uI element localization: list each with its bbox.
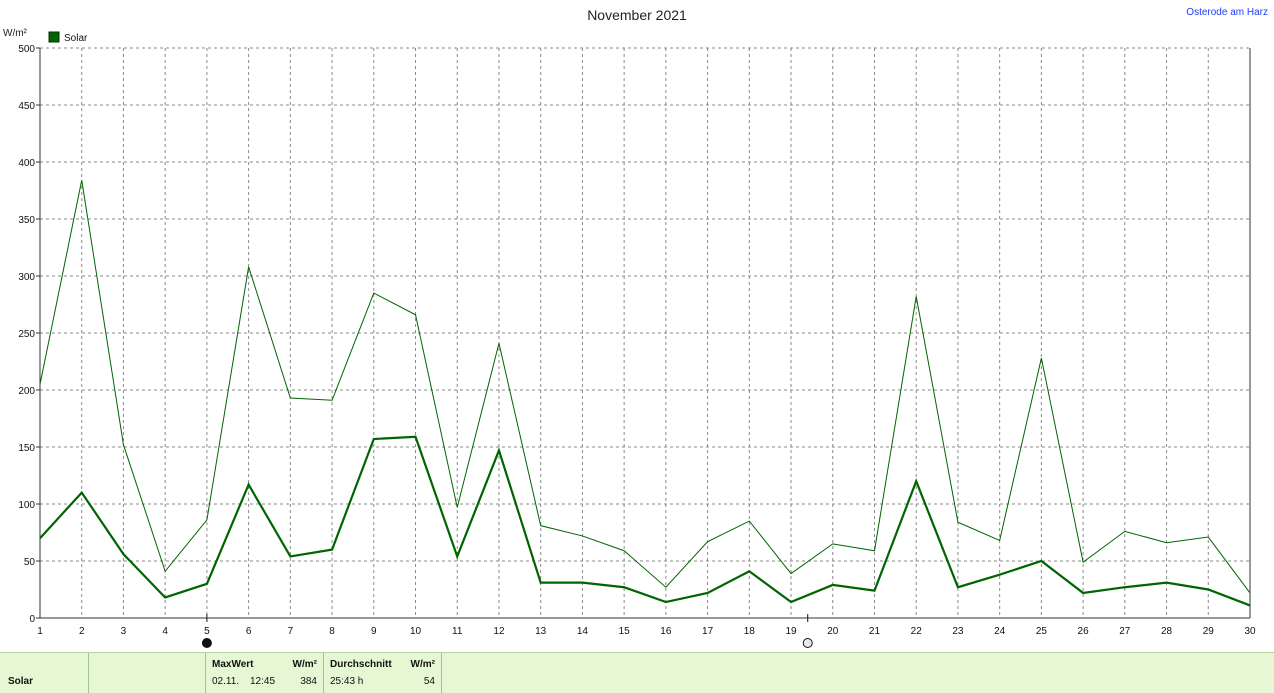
- x-tick-label: 9: [371, 626, 377, 637]
- x-tick-label: 14: [577, 626, 589, 637]
- y-tick-label: 350: [18, 215, 35, 226]
- x-tick-label: 2: [79, 626, 85, 637]
- max-date: 02.11.: [212, 676, 240, 687]
- solar-chart: November 2021 Osterode am Harz W/m² Sola…: [3, 7, 1268, 648]
- y-tick-label: 50: [24, 557, 36, 568]
- x-tick-label: 19: [785, 626, 797, 637]
- chart-title: November 2021: [587, 7, 687, 23]
- full-moon-icon: [201, 638, 212, 648]
- x-tick-label: 29: [1203, 626, 1215, 637]
- x-tick-label: 22: [911, 626, 923, 637]
- x-tick-label: 26: [1078, 626, 1090, 637]
- moon-markers: [201, 614, 813, 648]
- summary-footer: Solar MaxWert W/m² 02.11. 12:45 384 Durc…: [0, 652, 1274, 693]
- x-tick-label: 30: [1244, 626, 1256, 637]
- avg-duration: 25:43 h: [330, 676, 364, 687]
- x-tick-label: 27: [1119, 626, 1131, 637]
- footer-empty-cell: [89, 653, 206, 693]
- avg-value: 54: [423, 676, 435, 687]
- station-name: Osterode am Harz: [1186, 7, 1268, 18]
- axes: [36, 47, 1251, 619]
- y-tick-label: 150: [18, 443, 35, 454]
- legend-swatch: [48, 31, 60, 43]
- solar-average-line: [39, 435, 1251, 607]
- y-tick-label: 500: [18, 44, 35, 55]
- x-tick-label: 7: [288, 626, 294, 637]
- series-lines: [39, 180, 1251, 607]
- solar-max-line: [39, 180, 1251, 594]
- x-tick-label: 4: [162, 626, 168, 637]
- y-tick-label: 400: [18, 158, 35, 169]
- max-unit: W/m²: [292, 659, 317, 670]
- grid: [40, 47, 1250, 618]
- new-moon-icon: [802, 638, 813, 648]
- legend-label: Solar: [64, 33, 88, 44]
- x-tick-label: 21: [869, 626, 881, 637]
- x-tick-label: 28: [1161, 626, 1173, 637]
- x-tick-label: 6: [246, 626, 252, 637]
- x-tick-label: 17: [702, 626, 714, 637]
- avg-header: Durchschnitt: [330, 659, 392, 670]
- footer-series-label: Solar: [8, 676, 34, 687]
- x-tick-labels: 1 2 3 4 5 6 7 8 9 10 11 12 13 14 15 16 17 18 19 20 21 22 23 24 2…: [37, 626, 1256, 637]
- y-tick-label: 300: [18, 272, 35, 283]
- x-tick-label: 16: [660, 626, 672, 637]
- x-tick-label: 23: [952, 626, 964, 637]
- y-tick-labels: 0 50 100 150 200 250 300 350 400 450 500: [18, 44, 35, 625]
- x-tick-label: 1: [37, 626, 43, 637]
- x-tick-label: 3: [121, 626, 127, 637]
- y-tick-label: 100: [18, 500, 35, 511]
- x-tick-label: 10: [410, 626, 422, 637]
- x-tick-label: 8: [329, 626, 335, 637]
- max-time: 12:45: [250, 676, 276, 687]
- x-tick-label: 15: [619, 626, 631, 637]
- avg-unit: W/m²: [410, 659, 435, 670]
- footer-max-cell: MaxWert W/m² 02.11. 12:45 384: [206, 653, 324, 693]
- x-tick-label: 20: [827, 626, 839, 637]
- x-tick-label: 18: [744, 626, 756, 637]
- max-header: MaxWert: [212, 659, 254, 670]
- footer-avg-cell: Durchschnitt W/m² 25:43 h 54: [324, 653, 442, 693]
- y-axis-unit: W/m²: [3, 28, 28, 39]
- x-tick-label: 24: [994, 626, 1006, 637]
- x-tick-label: 5: [204, 626, 210, 637]
- x-tick-label: 13: [535, 626, 547, 637]
- y-tick-label: 250: [18, 329, 35, 340]
- x-tick-label: 12: [493, 626, 505, 637]
- y-tick-label: 0: [29, 614, 35, 625]
- y-tick-label: 450: [18, 101, 35, 112]
- y-tick-label: 200: [18, 386, 35, 397]
- x-tick-label: 25: [1036, 626, 1048, 637]
- x-tick-label: 11: [452, 626, 463, 637]
- footer-label-cell: Solar: [0, 653, 89, 693]
- max-value: 384: [300, 676, 317, 687]
